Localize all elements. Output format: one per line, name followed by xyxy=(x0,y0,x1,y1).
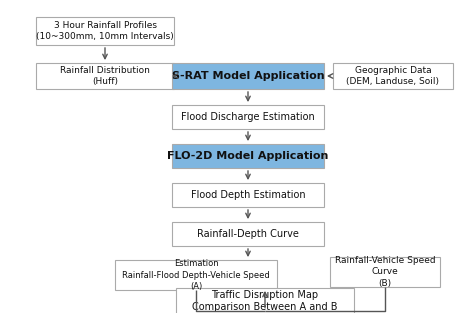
Text: 3 Hour Rainfall Profiles
(10~300mm, 10mm Intervals): 3 Hour Rainfall Profiles (10~300mm, 10mm… xyxy=(36,21,174,41)
FancyBboxPatch shape xyxy=(172,144,324,168)
FancyBboxPatch shape xyxy=(36,63,174,89)
Text: Flood Depth Estimation: Flood Depth Estimation xyxy=(190,190,305,200)
FancyBboxPatch shape xyxy=(172,105,324,129)
FancyBboxPatch shape xyxy=(330,257,440,287)
FancyBboxPatch shape xyxy=(172,63,324,89)
Text: Estimation
Rainfall-Flood Depth-Vehicle Speed
(A): Estimation Rainfall-Flood Depth-Vehicle … xyxy=(122,259,270,290)
Text: Rainfall-Vehicle Speed
Curve
(B): Rainfall-Vehicle Speed Curve (B) xyxy=(335,256,435,288)
Text: Flood Discharge Estimation: Flood Discharge Estimation xyxy=(181,112,315,122)
Text: FLO-2D Model Application: FLO-2D Model Application xyxy=(168,151,329,161)
Text: Geographic Data
(DEM, Landuse, Soil): Geographic Data (DEM, Landuse, Soil) xyxy=(346,66,439,86)
FancyBboxPatch shape xyxy=(333,63,453,89)
Text: Rainfall Distribution
(Huff): Rainfall Distribution (Huff) xyxy=(60,66,150,86)
Text: S-RAT Model Application: S-RAT Model Application xyxy=(172,71,324,81)
Text: Rainfall-Depth Curve: Rainfall-Depth Curve xyxy=(197,229,299,239)
FancyBboxPatch shape xyxy=(36,17,174,45)
FancyBboxPatch shape xyxy=(172,222,324,246)
FancyBboxPatch shape xyxy=(176,288,354,313)
FancyBboxPatch shape xyxy=(172,183,324,207)
FancyBboxPatch shape xyxy=(115,260,277,290)
Text: Traffic Disruption Map
Comparison Between A and B: Traffic Disruption Map Comparison Betwee… xyxy=(192,290,338,312)
